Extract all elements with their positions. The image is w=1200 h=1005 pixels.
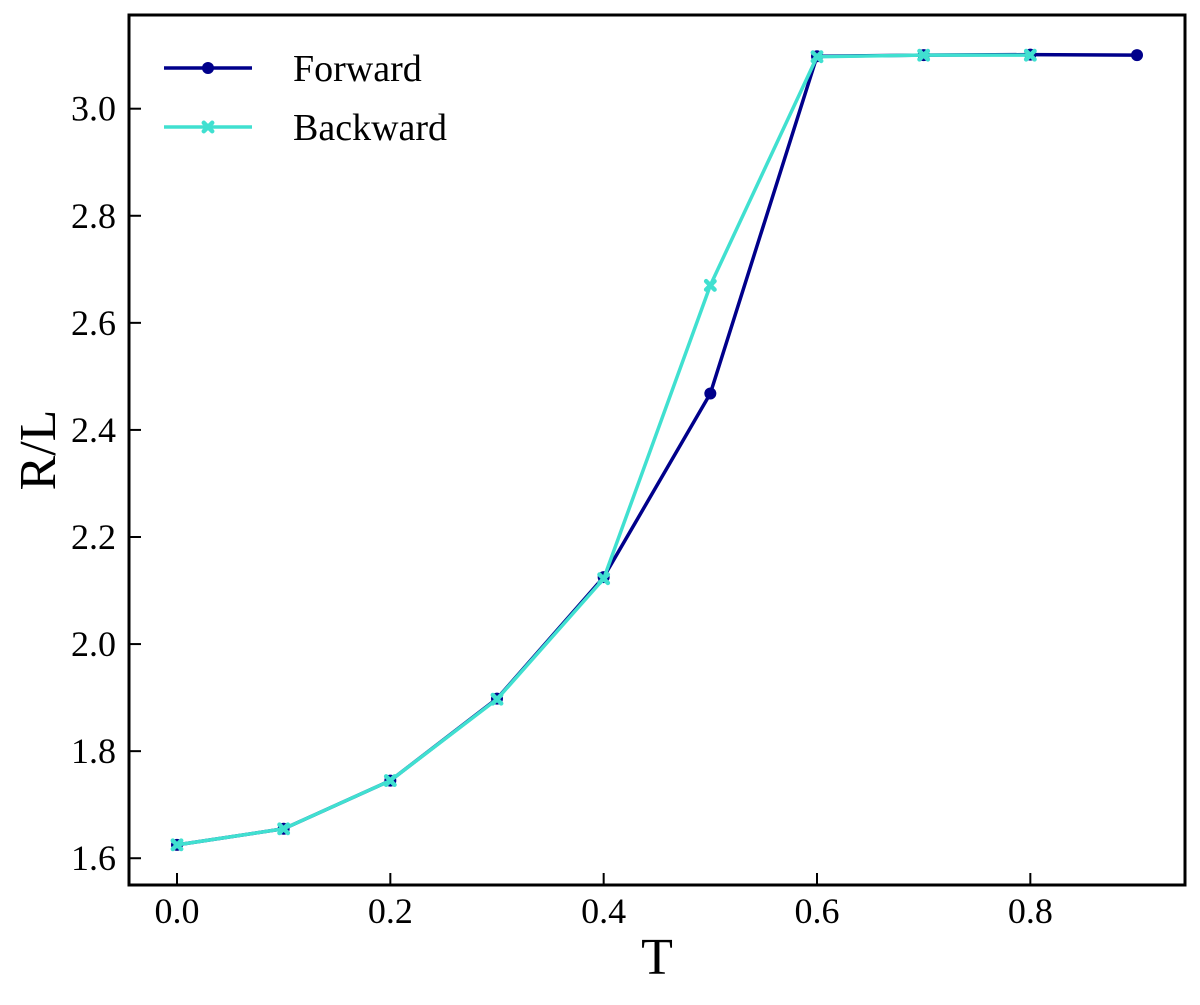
data-point-x [490,692,504,706]
data-point-x [917,48,931,62]
data-point-x [383,774,397,788]
legend-item-backward: Backward [164,107,447,149]
y-tick-label: 2.4 [71,410,116,450]
x-tick-label: 0.6 [795,891,840,931]
series-forward [171,48,1143,851]
data-point-x [810,50,824,64]
data-point-circle [704,387,717,400]
y-axis-label: R/L [10,410,67,491]
x-tick-label: 0.4 [581,891,626,931]
data-point-x [703,278,717,292]
series-layer [170,48,1143,852]
x-tick-label: 0.0 [155,891,200,931]
y-tick-label: 2.0 [71,624,116,664]
data-point-x [597,572,611,586]
x-tick-label: 0.2 [368,891,413,931]
plot-frame [127,13,1187,887]
y-tick-label: 2.2 [71,517,116,557]
y-axis-ticks: 1.6 1.8 2.0 2.2 2.4 2.6 2.8 3.0 [71,89,141,878]
data-point-circle [202,62,214,74]
x-tick-label: 0.8 [1008,891,1053,931]
y-tick-label: 1.6 [71,838,116,878]
legend-item-forward: Forward [164,48,422,90]
data-point-x [201,120,215,134]
y-tick-label: 3.0 [71,89,116,129]
series-line-forward [176,52,1138,847]
y-tick-label: 1.8 [71,731,116,771]
data-point-circle [1131,49,1143,62]
y-tick-label: 2.6 [71,303,116,343]
data-point-x [170,838,184,852]
y-tick-label: 2.8 [71,196,116,236]
series-backward [170,48,1037,852]
legend: Forward Backward [164,48,447,149]
data-point-x [277,822,291,836]
legend-label: Backward [293,107,447,149]
series-line-backward [176,53,1031,847]
x-axis-ticks: 0.0 0.2 0.4 0.6 0.8 [155,873,1053,931]
data-point-x [1023,48,1037,62]
x-axis-label: T [641,929,673,986]
legend-label: Forward [293,48,422,90]
